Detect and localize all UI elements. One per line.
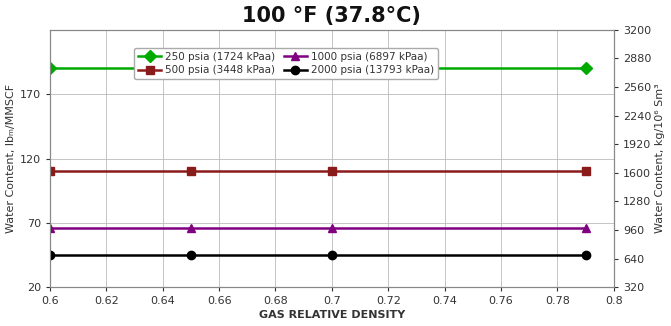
500 psia (3448 kPaa) — [46, 170, 54, 173]
1000 psia (6897 kPaa) — [187, 226, 195, 230]
Y-axis label: Water Content, kg/10⁶ Sm³: Water Content, kg/10⁶ Sm³ — [656, 84, 666, 233]
250 psia (1724 kPaa) — [582, 67, 590, 70]
1000 psia (6897 kPaa) — [582, 226, 590, 230]
X-axis label: GAS RELATIVE DENSITY: GAS RELATIVE DENSITY — [259, 310, 405, 320]
1000 psia (6897 kPaa) — [46, 226, 54, 230]
250 psia (1724 kPaa) — [46, 67, 54, 70]
500 psia (3448 kPaa) — [187, 170, 195, 173]
250 psia (1724 kPaa) — [328, 67, 336, 70]
2000 psia (13793 kPaa) — [582, 253, 590, 257]
250 psia (1724 kPaa) — [187, 67, 195, 70]
2000 psia (13793 kPaa) — [187, 253, 195, 257]
Line: 250 psia (1724 kPaa): 250 psia (1724 kPaa) — [46, 64, 590, 73]
2000 psia (13793 kPaa) — [46, 253, 54, 257]
Line: 2000 psia (13793 kPaa): 2000 psia (13793 kPaa) — [46, 251, 590, 259]
500 psia (3448 kPaa) — [328, 170, 336, 173]
1000 psia (6897 kPaa) — [328, 226, 336, 230]
Line: 1000 psia (6897 kPaa): 1000 psia (6897 kPaa) — [46, 224, 590, 232]
Line: 500 psia (3448 kPaa): 500 psia (3448 kPaa) — [46, 167, 590, 176]
500 psia (3448 kPaa) — [582, 170, 590, 173]
2000 psia (13793 kPaa) — [328, 253, 336, 257]
Title: 100 °F (37.8°C): 100 °F (37.8°C) — [242, 6, 421, 25]
Y-axis label: Water Content, lbₘ/MMSCF: Water Content, lbₘ/MMSCF — [5, 84, 15, 233]
Legend: 250 psia (1724 kPaa), 500 psia (3448 kPaa), 1000 psia (6897 kPaa), 2000 psia (13: 250 psia (1724 kPaa), 500 psia (3448 kPa… — [134, 48, 438, 80]
